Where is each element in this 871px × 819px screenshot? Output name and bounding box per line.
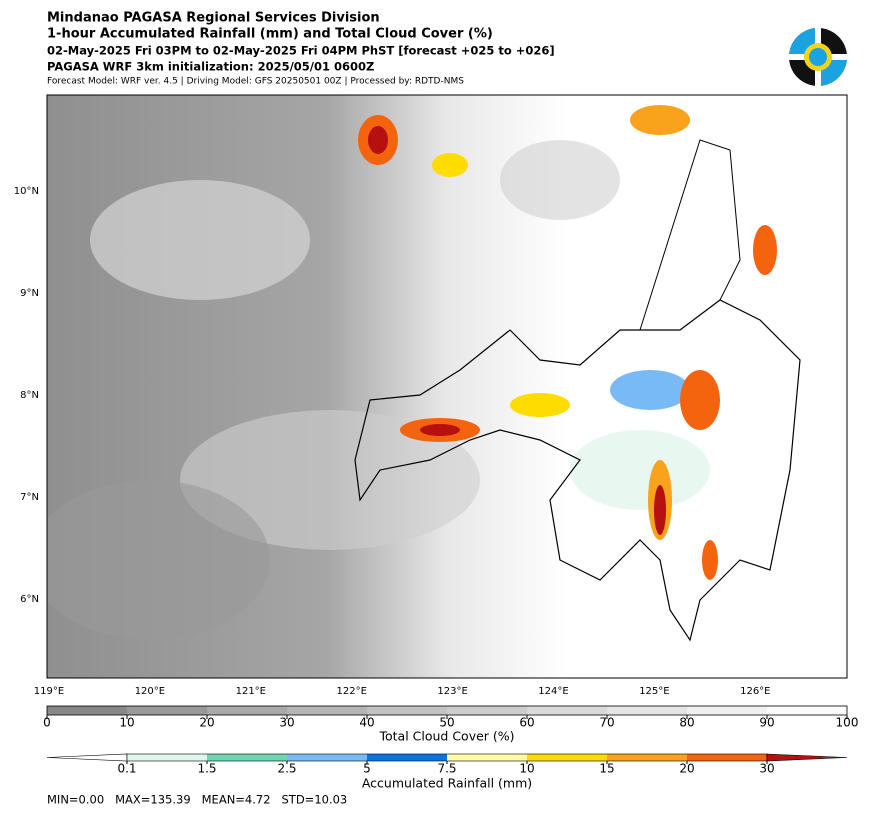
rain-tick-label: 1.5: [197, 762, 216, 776]
lat-label: 7°N: [20, 492, 39, 503]
cloud-tick-label: 20: [199, 716, 214, 730]
rain-bin: [687, 754, 767, 761]
lon-label: 120°E: [135, 686, 165, 697]
rain-tick-label: 2.5: [277, 762, 296, 776]
cloud-bin: [367, 706, 447, 715]
rain-tick-label: 7.5: [437, 762, 456, 776]
cloud-bin: [47, 706, 127, 715]
lat-label: 10°N: [14, 186, 39, 197]
rain-bin: [607, 754, 687, 761]
rain-tick-label: 10: [519, 762, 534, 776]
logo: [789, 28, 847, 86]
map: [47, 95, 847, 678]
cloud-tick-label: 80: [679, 716, 694, 730]
rain-tick-label: 15: [599, 762, 614, 776]
cloud-bin: [287, 706, 367, 715]
cloud-bin: [767, 706, 847, 715]
lon-label: 119°E: [34, 686, 64, 697]
rain-bin: [207, 754, 287, 761]
lat-label: 9°N: [20, 288, 39, 299]
lat-label: 8°N: [20, 390, 39, 401]
cloud-tick-label: 30: [279, 716, 294, 730]
period: 02-May-2025 Fri 03PM to 02-May-2025 Fri …: [47, 44, 555, 58]
rain-colorbar-label: Accumulated Rainfall (mm): [362, 776, 532, 791]
rain-tick-label: 30: [759, 762, 774, 776]
rain-tick-label: 5: [363, 762, 371, 776]
rain-tick-label: 20: [679, 762, 694, 776]
rain-bin: [127, 754, 207, 761]
rain-bin: [527, 754, 607, 761]
cloud-tick-label: 50: [439, 716, 454, 730]
title: Mindanao PAGASA Regional Services Divisi…: [47, 11, 380, 26]
lon-label: 121°E: [236, 686, 266, 697]
stats: MIN=0.00 MAX=135.39 MEAN=4.72 STD=10.03: [47, 793, 347, 807]
lon-label: 126°E: [740, 686, 770, 697]
cloud-tick-label: 10: [119, 716, 134, 730]
lon-label: 125°E: [639, 686, 669, 697]
cloud-tick-label: 60: [519, 716, 534, 730]
cloud-bin: [447, 706, 527, 715]
subtitle: 1-hour Accumulated Rainfall (mm) and Tot…: [47, 27, 493, 42]
model-info: Forecast Model: WRF ver. 4.5 | Driving M…: [47, 77, 464, 87]
cloud-bin: [207, 706, 287, 715]
lon-label: 122°E: [336, 686, 366, 697]
cloud-bin: [127, 706, 207, 715]
lat-label: 6°N: [20, 594, 39, 605]
map-frame: [46, 94, 848, 679]
cloud-tick-label: 0: [43, 716, 51, 730]
cloud-tick-label: 90: [759, 716, 774, 730]
cloud-colorbar-label: Total Cloud Cover (%): [378, 729, 514, 744]
cloud-tick-label: 100: [836, 716, 859, 730]
cloud-bin: [687, 706, 767, 715]
rain-bin: [367, 754, 447, 761]
cloud-bin: [527, 706, 607, 715]
cloud-tick-label: 70: [599, 716, 614, 730]
lon-label: 123°E: [437, 686, 467, 697]
cloud-bin: [607, 706, 687, 715]
rain-bin: [447, 754, 527, 761]
rain-tick-label: 0.1: [117, 762, 136, 776]
cloud-tick-label: 40: [359, 716, 374, 730]
rain-bin-under: [46, 753, 128, 762]
initialization: PAGASA WRF 3km initialization: 2025/05/0…: [47, 60, 374, 74]
lon-label: 124°E: [538, 686, 568, 697]
rain-bin-over: [766, 753, 848, 762]
rain-bin: [287, 754, 367, 761]
